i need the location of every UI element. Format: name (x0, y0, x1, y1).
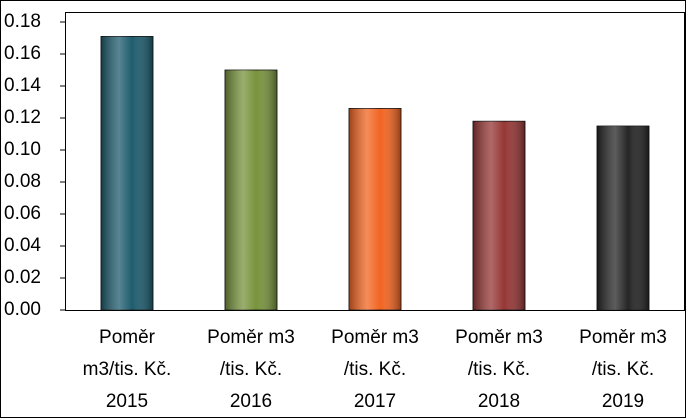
x-tick-label: /tis. Kč. (592, 359, 654, 380)
x-tick-label: 2015 (106, 391, 148, 412)
y-tick-label: 0.12 (4, 107, 41, 128)
bar-shine (348, 108, 402, 311)
y-tick-label: 0.08 (4, 171, 41, 192)
x-tick-label: Poměr (99, 327, 156, 348)
x-tick-label: Poměr m3 (579, 327, 667, 348)
y-tick-label: 0.18 (4, 11, 41, 32)
bar-shine (596, 126, 650, 310)
y-tick-label: 0.02 (4, 267, 41, 288)
plot-border (65, 12, 685, 311)
x-tick-label: Poměr m3 (331, 327, 419, 348)
x-tick-label: 2017 (354, 391, 396, 412)
x-tick-label: 2018 (478, 391, 520, 412)
x-tick-label: /tis. Kč. (468, 359, 530, 380)
x-tick-label: Poměr m3 (455, 327, 543, 348)
y-tick-label: 0.14 (4, 75, 41, 96)
y-tick-label: 0.06 (4, 203, 41, 224)
y-tick-label: 0.04 (4, 235, 41, 256)
y-tick-label: 0.16 (4, 43, 41, 64)
bar-shine (472, 121, 526, 310)
x-tick-label: /tis. Kč. (220, 359, 282, 380)
bar-shine (100, 36, 154, 311)
x-tick-label: /tis. Kč. (344, 359, 406, 380)
x-tick-label: 2016 (230, 391, 272, 412)
x-tick-label: m3/tis. Kč. (83, 359, 172, 380)
y-tick-label: 0.10 (4, 139, 41, 160)
x-tick-label: Poměr m3 (207, 327, 295, 348)
bar-shine (224, 70, 278, 310)
y-tick-label: 0.00 (4, 299, 41, 320)
x-tick-label: 2019 (602, 391, 644, 412)
